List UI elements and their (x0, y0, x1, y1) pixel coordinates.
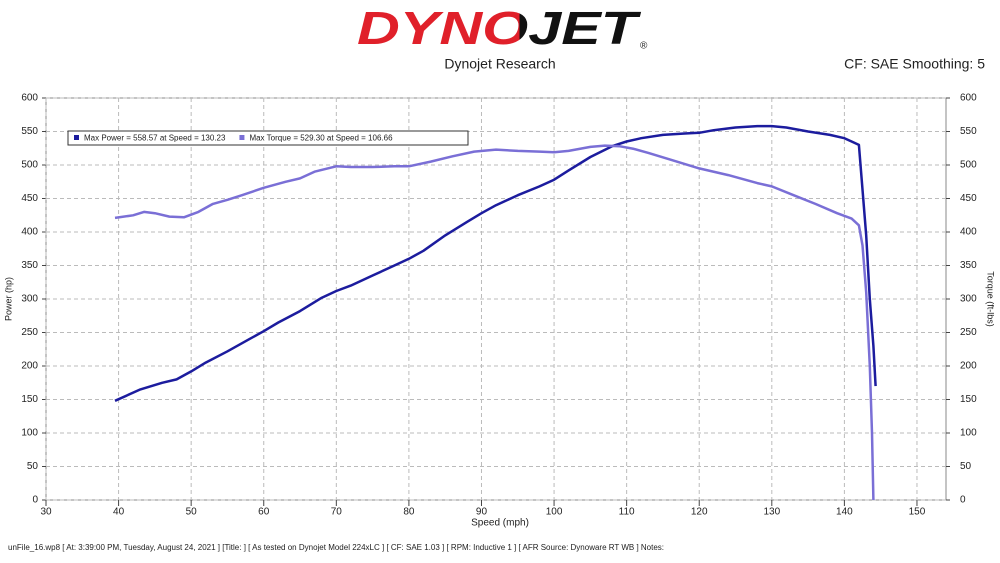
y2-axis-label: Torque (ft-lbs) (986, 271, 996, 327)
x-tick-label: 70 (331, 507, 343, 518)
y-tick-label: 600 (21, 93, 38, 104)
y2-tick-label: 200 (960, 361, 977, 372)
legend-label: Max Power = 558.57 at Speed = 130.23 (84, 134, 226, 143)
legend-swatch (74, 135, 79, 140)
y2-tick-label: 500 (960, 160, 977, 171)
y2-tick-label: 600 (960, 93, 977, 104)
x-tick-label: 110 (619, 507, 635, 518)
y-axis-label: Power (hp) (3, 277, 13, 321)
legend: Max Power = 558.57 at Speed = 130.23 Max … (67, 130, 469, 146)
y2-tick-label: 250 (960, 327, 977, 338)
y-tick-label: 50 (27, 461, 39, 472)
y2-tick-label: 550 (960, 126, 977, 137)
y-tick-label: 350 (21, 260, 38, 271)
settings: CF: SAE Smoothing: 5 (844, 56, 985, 72)
legend-box (67, 130, 469, 146)
y-tick-label: 200 (21, 361, 38, 372)
y2-tick-label: 350 (960, 260, 977, 271)
registered-mark: ® (640, 41, 648, 52)
x-tick-label: 90 (476, 507, 488, 518)
y2-tick-label: 100 (960, 428, 977, 439)
logo: DYNOJET (357, 2, 642, 54)
y-tick-label: 550 (21, 126, 38, 137)
subtitle: Dynojet Research (444, 56, 555, 72)
y2-tick-label: 400 (960, 227, 977, 238)
y-tick-label: 500 (21, 160, 38, 171)
y-tick-label: 250 (21, 327, 38, 338)
y-tick-label: 100 (21, 428, 38, 439)
series-line (114, 124, 877, 402)
legend-label: Max Torque = 529.30 at Speed = 106.66 (249, 134, 393, 143)
x-tick-label: 30 (40, 507, 52, 518)
series-line (114, 144, 875, 501)
x-tick-label: 130 (763, 507, 780, 518)
y2-tick-label: 450 (960, 193, 977, 204)
y-tick-label: 450 (21, 193, 38, 204)
y-tick-label: 0 (32, 495, 38, 506)
y-tick-label: 400 (21, 227, 38, 238)
y2-tick-label: 50 (960, 461, 972, 472)
x-tick-label: 100 (546, 507, 563, 518)
y2-tick-label: 150 (960, 394, 977, 405)
x-tick-label: 40 (113, 507, 125, 518)
y-tick-label: 300 (21, 294, 38, 305)
footer: unFile_16.wp8 [ At: 3:39:00 PM, Tuesday,… (8, 543, 664, 552)
legend-swatch (239, 135, 245, 140)
y-tick-label: 150 (21, 394, 38, 405)
y2-tick-label: 300 (960, 294, 977, 305)
x-tick-label: 120 (691, 507, 708, 518)
y2-tick-label: 0 (960, 495, 966, 506)
x-tick-label: 50 (186, 507, 198, 518)
x-tick-label: 150 (909, 507, 926, 518)
x-tick-label: 80 (403, 507, 415, 518)
x-axis-label: Speed (mph) (471, 518, 529, 529)
x-tick-label: 60 (258, 507, 270, 518)
x-tick-label: 140 (836, 507, 853, 518)
